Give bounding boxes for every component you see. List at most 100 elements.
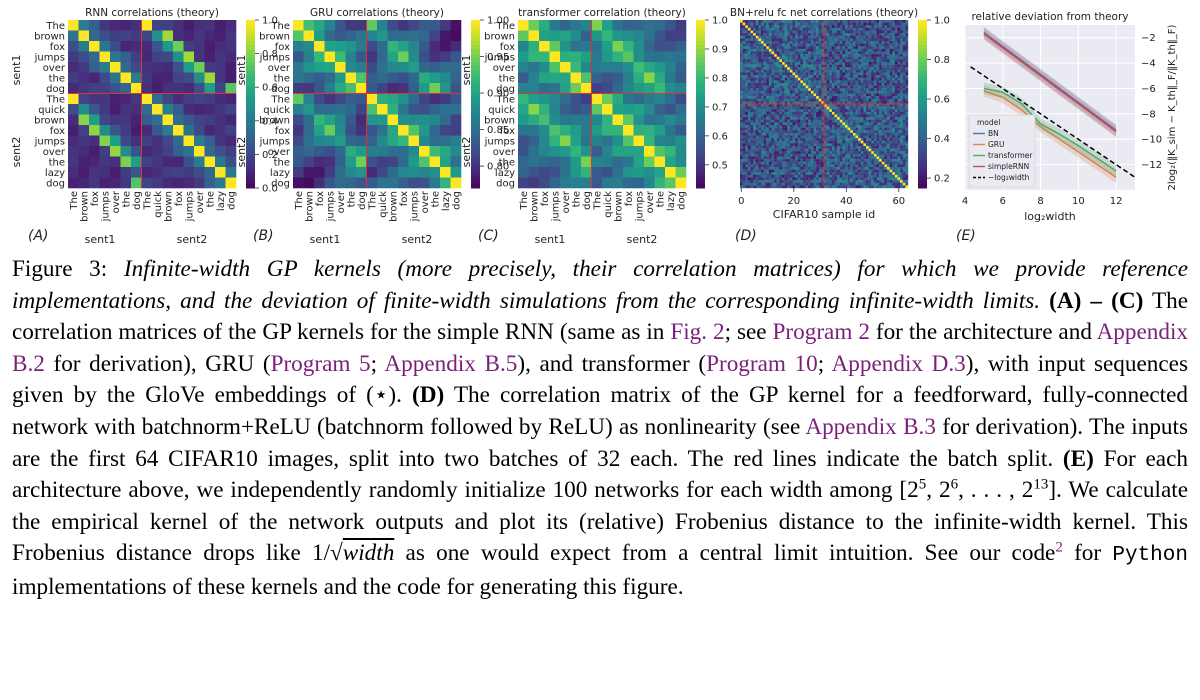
heatmap-cell [570, 30, 582, 42]
heatmap-cell [884, 169, 888, 173]
heatmap-cell [850, 67, 854, 71]
heatmap-cell [740, 177, 743, 181]
x-tick-label: the [430, 191, 441, 207]
y-tick-label: The [45, 94, 65, 105]
heatmap-cell [768, 138, 772, 141]
heatmap-cell [842, 151, 846, 155]
heatmap-cell [873, 138, 877, 141]
heatmap-cell [902, 56, 906, 60]
heatmap-cell [897, 164, 901, 168]
heatmap-cell [826, 148, 830, 152]
heatmap-cell [740, 138, 743, 141]
heatmap-cell [787, 30, 791, 34]
heatmap-cell [816, 138, 819, 141]
heatmap-cell [842, 56, 846, 60]
heatmap-cell [866, 30, 869, 34]
heatmap-cell [742, 119, 746, 123]
heatmap-cell [884, 132, 888, 136]
heatmap-cell [763, 43, 767, 47]
heatmap-cell [816, 146, 819, 149]
heatmap-cell [803, 88, 806, 92]
heatmap-cell [753, 143, 756, 147]
y-tick-label: the [499, 157, 515, 168]
heatmap-cell [745, 46, 749, 50]
heatmap-cell [897, 143, 901, 147]
heatmap-cell [824, 46, 827, 50]
heatmap-cell [879, 119, 882, 123]
heatmap-cell [755, 72, 759, 76]
heatmap-cell [860, 41, 864, 44]
heatmap-cell [805, 153, 809, 157]
heatmap-cell [755, 30, 759, 34]
heatmap-cell [863, 146, 867, 149]
heatmap-cell [839, 135, 843, 139]
heatmap-cell [747, 130, 751, 134]
heatmap-cell [900, 106, 903, 110]
heatmap-cell [900, 33, 903, 36]
heatmap-cell [429, 93, 441, 105]
heatmap-cell [847, 111, 851, 115]
heatmap-cell [824, 27, 827, 31]
heatmap-cell [852, 48, 856, 52]
heatmap-cell [837, 167, 840, 170]
x-tick-label: fox [540, 191, 551, 206]
heatmap-cell [808, 177, 812, 181]
heatmap-cell [771, 119, 775, 123]
heatmap-cell [152, 72, 163, 84]
heatmap-cell [868, 161, 872, 165]
heatmap-cell [747, 146, 751, 149]
heatmap-cell [837, 161, 840, 165]
heatmap-cell [837, 172, 840, 176]
heatmap-cell [868, 38, 872, 42]
heatmap-cell [892, 117, 896, 120]
heatmap-cell [99, 41, 111, 52]
heatmap-cell [768, 72, 772, 76]
x-tick-label: jumps [100, 191, 111, 222]
heatmap-cell [800, 180, 804, 183]
heatmap-cell [902, 111, 906, 115]
heatmap-cell [868, 167, 872, 170]
heatmap-cell [905, 62, 909, 65]
heatmap-cell [897, 22, 901, 26]
heatmap-cell [750, 119, 754, 123]
heatmap-cell [747, 67, 751, 71]
heatmap-cell [889, 67, 893, 71]
heatmap-cell [850, 85, 854, 89]
heatmap-cell [758, 30, 762, 34]
heatmap-cell [753, 180, 756, 183]
heatmap-cell [747, 177, 751, 181]
heatmap-cell [816, 143, 819, 147]
heatmap-cell [894, 148, 898, 152]
heatmap-cell [324, 146, 336, 157]
heatmap-cell [771, 138, 775, 141]
heatmap-cell [761, 130, 764, 134]
heatmap-cell [855, 127, 859, 131]
heatmap-cell [887, 48, 890, 52]
heatmap-cell [858, 156, 861, 160]
heatmap-cell [816, 69, 819, 73]
heatmap-cell [821, 98, 825, 102]
heatmap-cell [745, 62, 749, 65]
heatmap-cell [774, 75, 777, 78]
heatmap-cell [745, 143, 749, 147]
heatmap-cell [863, 132, 867, 136]
heatmap-cell [808, 169, 812, 173]
heatmap-cell [855, 132, 859, 136]
heatmap-cell [816, 96, 819, 99]
heatmap-cell [560, 146, 571, 157]
x-tick-label: quick [378, 191, 389, 218]
heatmap-cell [782, 130, 785, 134]
heatmap-cell [845, 167, 848, 170]
heatmap-cell [761, 35, 764, 39]
heatmap-cell [797, 132, 801, 136]
heatmap-cell [800, 64, 804, 68]
heatmap-cell [842, 98, 846, 102]
heatmap-cell [894, 30, 898, 34]
heatmap-cell [787, 48, 791, 52]
heatmap-cell [803, 98, 806, 102]
heatmap-cell [876, 143, 880, 147]
heatmap-cell [834, 93, 838, 97]
heatmap-cell [868, 67, 872, 71]
heatmap-cell [225, 114, 237, 126]
heatmap-cell [779, 122, 783, 126]
